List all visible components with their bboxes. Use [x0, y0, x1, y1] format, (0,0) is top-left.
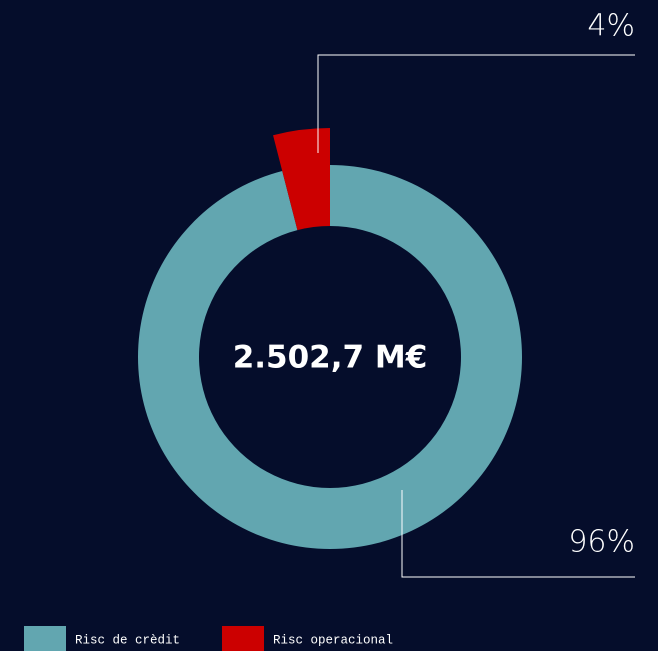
center-label: 2.502,7 M€ [233, 340, 428, 376]
legend-swatch [222, 626, 264, 651]
legend-label: Risc de crèdit [75, 633, 180, 647]
leader-line [401, 490, 635, 578]
legend-swatch [24, 626, 66, 651]
legend-label: Risc operacional [273, 633, 393, 647]
slice [273, 128, 330, 231]
leader-line [317, 54, 635, 153]
value-label: 96% [568, 525, 635, 560]
slice [138, 165, 522, 549]
value-label: 4% [587, 9, 635, 44]
